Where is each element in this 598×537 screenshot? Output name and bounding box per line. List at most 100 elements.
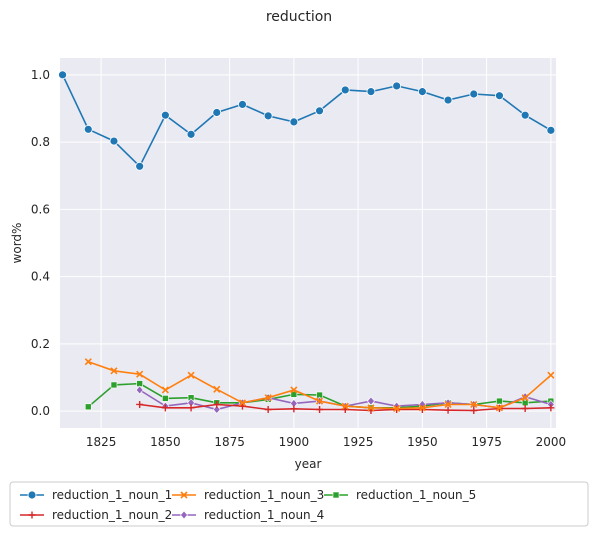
y-ticks: 0.0 0.2 0.4 0.6 0.8 1.0 — [31, 68, 50, 418]
x-tick-label: 1825 — [86, 435, 117, 449]
legend-label: reduction_1_noun_2 — [52, 508, 172, 522]
data-point — [161, 386, 169, 394]
data-point — [110, 381, 118, 389]
data-point — [366, 87, 376, 97]
data-point — [417, 87, 427, 97]
data-point — [84, 403, 92, 411]
x-tick-label: 1900 — [279, 435, 310, 449]
data-point — [213, 400, 221, 408]
y-tick-label: 0.2 — [31, 337, 50, 351]
data-point — [495, 404, 504, 412]
legend-entry: reduction_1_noun_5 — [324, 488, 476, 502]
data-point — [470, 400, 478, 409]
series-reduction_1_noun_3 — [84, 358, 555, 413]
data-point — [110, 367, 118, 375]
data-point — [213, 385, 221, 393]
data-point — [470, 407, 478, 415]
data-point — [290, 405, 298, 413]
x-tick-label: 2000 — [536, 435, 567, 449]
data-point — [289, 117, 299, 127]
x-axis-title: year — [295, 457, 322, 471]
data-point — [264, 394, 272, 402]
data-point — [84, 358, 92, 366]
data-point — [238, 100, 247, 109]
data-point — [418, 404, 426, 412]
data-point — [316, 406, 324, 413]
series-layer — [58, 70, 556, 415]
data-point — [186, 129, 196, 139]
data-point — [187, 404, 195, 412]
series-reduction_1_noun_2 — [136, 400, 555, 415]
plot-area — [60, 58, 556, 428]
y-tick-label: 1.0 — [31, 68, 50, 82]
data-point — [367, 396, 375, 406]
data-point — [109, 136, 119, 146]
series-reduction_1_noun_1 — [58, 70, 556, 171]
legend-label: reduction_1_noun_4 — [204, 508, 324, 522]
legend-marker — [180, 491, 188, 499]
y-axis-title: word% — [10, 223, 24, 264]
chart-title: reduction — [266, 9, 332, 25]
x-tick-label: 1975 — [471, 435, 502, 449]
data-point — [341, 402, 349, 410]
legend-marker — [332, 491, 340, 499]
legend-marker — [28, 511, 36, 519]
data-point — [135, 385, 144, 395]
data-point — [521, 404, 529, 412]
data-point — [161, 404, 169, 412]
data-point — [83, 124, 93, 134]
data-point — [135, 161, 145, 171]
x-ticks: 1825 1850 1875 1900 1925 1950 1975 2000 — [86, 435, 566, 449]
data-point — [546, 125, 556, 135]
data-point — [136, 400, 144, 408]
legend-frame — [9, 481, 589, 527]
legend-entry: reduction_1_noun_1 — [20, 488, 172, 502]
data-point — [212, 108, 222, 117]
data-point — [263, 111, 273, 121]
legend-entry: reduction_1_noun_2 — [20, 508, 172, 522]
data-point — [547, 371, 555, 379]
x-tick-label: 1850 — [150, 435, 181, 449]
data-point — [162, 395, 169, 402]
legend-label: reduction_1_noun_3 — [204, 488, 324, 502]
data-point — [160, 110, 170, 120]
legend: reduction_1_noun_1 reduction_1_noun_3 redu… — [9, 481, 589, 527]
data-point — [315, 397, 324, 405]
grid — [60, 58, 556, 428]
data-point — [443, 95, 453, 105]
data-point — [521, 394, 529, 402]
data-point — [547, 404, 555, 412]
data-point — [392, 81, 402, 91]
data-point — [444, 400, 452, 409]
y-tick-label: 0.6 — [31, 202, 50, 216]
x-tick-label: 1925 — [343, 435, 374, 449]
data-point — [495, 91, 504, 101]
data-point — [136, 370, 144, 378]
data-point — [212, 405, 221, 414]
data-point — [469, 89, 479, 99]
legend-entry: reduction_1_noun_3 — [172, 488, 324, 502]
x-tick-label: 1950 — [407, 435, 438, 449]
data-point — [496, 397, 503, 405]
legend-marker — [27, 490, 37, 500]
data-point — [444, 406, 452, 414]
data-point — [290, 391, 298, 398]
data-point — [315, 106, 324, 116]
data-point — [393, 404, 401, 413]
data-point — [58, 70, 67, 80]
data-point — [187, 371, 195, 379]
legend-label: reduction_1_noun_5 — [356, 488, 476, 502]
legend-marker — [180, 510, 188, 520]
data-point — [238, 399, 247, 407]
legend-entry: reduction_1_noun_4 — [172, 508, 324, 522]
data-point — [367, 404, 375, 412]
data-point — [520, 110, 530, 120]
legend-label: reduction_1_noun_1 — [52, 488, 172, 502]
y-tick-label: 0.4 — [31, 270, 50, 284]
data-point — [264, 406, 272, 413]
y-tick-label: 0.0 — [31, 404, 50, 418]
y-tick-label: 0.8 — [31, 135, 50, 149]
x-tick-label: 1875 — [214, 435, 245, 449]
data-point — [290, 386, 298, 394]
